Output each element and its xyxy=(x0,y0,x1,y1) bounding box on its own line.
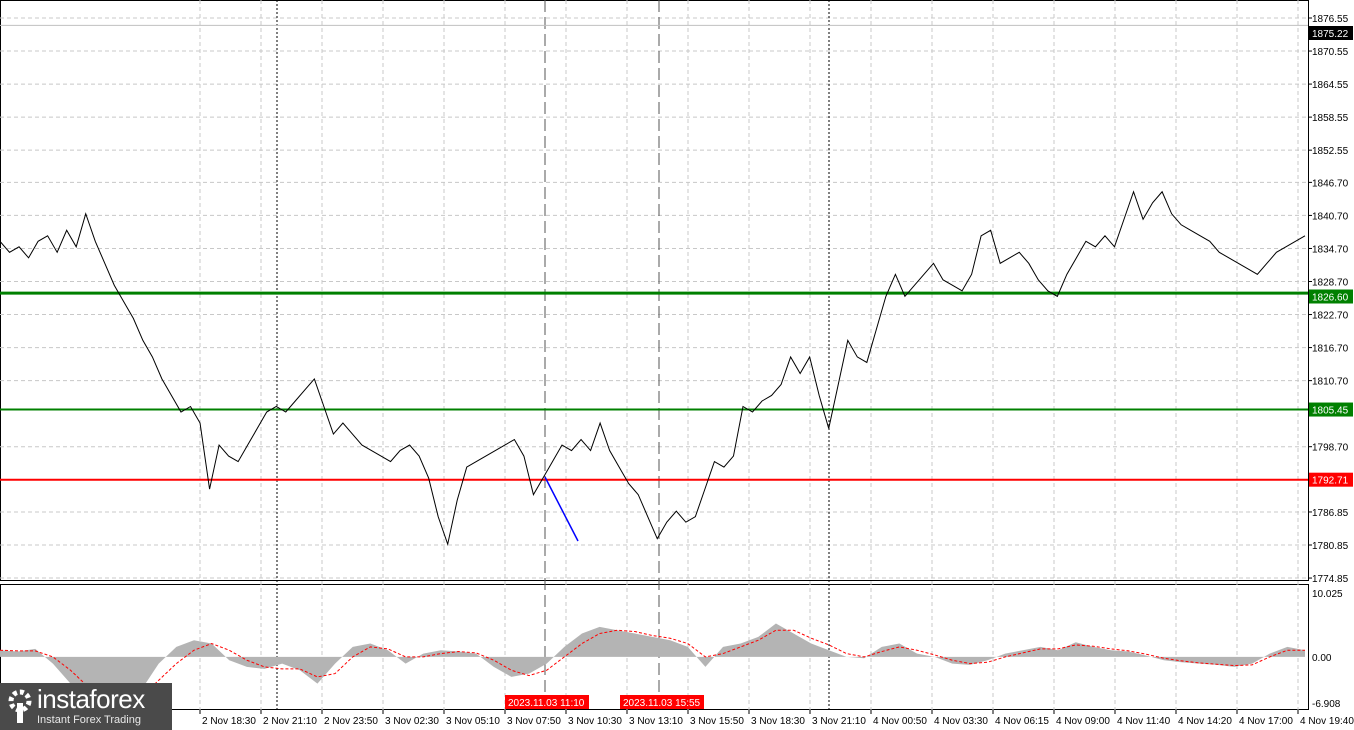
x-tick-label: 4 Nov 09:00 xyxy=(1056,716,1110,727)
x-tick-label: 2 Nov 18:30 xyxy=(202,716,256,727)
logo-tagline: Instant Forex Trading xyxy=(37,714,141,726)
logo-name: instaforex xyxy=(37,684,145,714)
y-tick-label: 1846.70 xyxy=(1312,178,1349,189)
x-tick-label: 4 Nov 19:40 xyxy=(1300,716,1354,727)
x-tick-label: 2 Nov 23:50 xyxy=(324,716,378,727)
x-tick-label: 3 Nov 13:10 xyxy=(629,716,683,727)
y-tick-label: 1774.85 xyxy=(1312,574,1349,585)
y-tick-label: 1834.70 xyxy=(1312,244,1349,255)
x-tick-label: 3 Nov 21:10 xyxy=(812,716,866,727)
indicator-tick-label: 0.00 xyxy=(1312,653,1332,664)
price-series-line xyxy=(0,190,1306,547)
indicator-tick-label: -6.908 xyxy=(1312,699,1341,710)
y-tick-label: 1786.85 xyxy=(1312,508,1349,519)
x-tick-label: 4 Nov 06:15 xyxy=(995,716,1049,727)
indicator-histogram xyxy=(0,623,1305,703)
time-marker-badge xyxy=(620,695,704,709)
x-tick-label: 3 Nov 15:50 xyxy=(690,716,744,727)
indicator-panel-frame xyxy=(0,584,1309,710)
y-tick-label: 1816.70 xyxy=(1312,344,1349,355)
price-panel-frame xyxy=(0,0,1309,581)
level-badge xyxy=(1309,289,1353,304)
instaforex-logo: instaforex Instant Forex Trading xyxy=(0,683,172,730)
x-tick-label: 4 Nov 14:20 xyxy=(1178,716,1232,727)
indicator-tick-label: 10.025 xyxy=(1312,589,1343,600)
x-tick-label: 3 Nov 05:10 xyxy=(446,716,500,727)
x-tick-label: 3 Nov 10:30 xyxy=(568,716,622,727)
time-marker-label: 2023.11.03 15:55 xyxy=(623,698,701,709)
y-tick-label: 1810.70 xyxy=(1312,377,1349,388)
x-tick-label: 4 Nov 00:50 xyxy=(873,716,927,727)
x-tick-label: 4 Nov 17:00 xyxy=(1239,716,1293,727)
time-marker-label: 2023.11.03 11:10 xyxy=(508,698,585,709)
gear-logo-icon xyxy=(8,689,32,723)
x-tick-label: 3 Nov 18:30 xyxy=(751,716,805,727)
x-tick-label: 2 Nov 21:10 xyxy=(263,716,317,727)
level-label: 1805.45 xyxy=(1312,406,1349,417)
x-tick-label: 4 Nov 11:40 xyxy=(1117,716,1171,727)
x-tick-label: 3 Nov 07:50 xyxy=(507,716,561,727)
trend-line xyxy=(544,476,579,542)
time-marker-badge xyxy=(505,695,589,709)
x-tick-label: 3 Nov 02:30 xyxy=(385,716,439,727)
level-badge xyxy=(1309,402,1353,417)
y-tick-label: 1870.55 xyxy=(1312,47,1349,58)
level-badge xyxy=(1309,472,1353,487)
level-label: 1792.71 xyxy=(1312,476,1349,487)
y-tick-label: 1876.55 xyxy=(1312,14,1349,25)
level-label: 1826.60 xyxy=(1312,293,1349,304)
y-tick-label: 1858.55 xyxy=(1312,113,1349,124)
y-tick-label: 1828.70 xyxy=(1312,278,1349,289)
y-tick-label: 1852.55 xyxy=(1312,146,1349,157)
y-tick-label: 1780.85 xyxy=(1312,541,1349,552)
y-tick-label: 1822.70 xyxy=(1312,311,1349,322)
indicator-signal-line xyxy=(0,629,1305,701)
y-tick-label: 1840.70 xyxy=(1312,211,1349,222)
current-price-label: 1875.22 xyxy=(1312,29,1349,40)
current-price-badge xyxy=(1309,26,1353,40)
y-tick-label: 1864.55 xyxy=(1312,80,1349,91)
x-tick-label: 4 Nov 03:30 xyxy=(934,716,988,727)
y-tick-label: 1798.70 xyxy=(1312,443,1349,454)
